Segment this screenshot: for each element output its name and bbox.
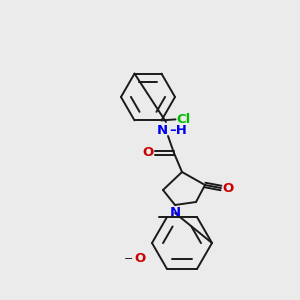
Text: −: − — [124, 254, 134, 264]
Text: O: O — [142, 146, 154, 160]
Text: –H: –H — [169, 124, 187, 136]
Text: Cl: Cl — [176, 113, 191, 126]
Text: N: N — [157, 124, 168, 136]
Text: N: N — [169, 206, 181, 219]
Text: O: O — [222, 182, 234, 194]
Text: O: O — [134, 253, 146, 266]
